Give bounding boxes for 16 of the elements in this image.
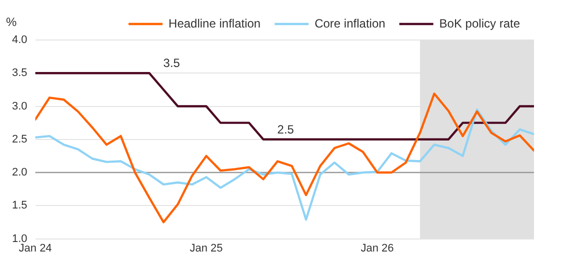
legend-label: BoK policy rate	[439, 16, 520, 30]
y-tick-label: 4.0	[12, 34, 28, 46]
legend-label: Core inflation	[314, 16, 386, 30]
y-axis-title: %	[6, 15, 17, 29]
annotation: 3.5	[163, 56, 180, 70]
x-tick-label: Jan 26	[360, 242, 394, 254]
x-tick-label: Jan 25	[190, 242, 223, 254]
x-tick-label: Jan 24	[18, 242, 52, 254]
y-tick-label: 3.5	[12, 67, 28, 80]
legend-label: Headline inflation	[168, 16, 261, 30]
y-tick-label: 1.0	[12, 232, 28, 245]
y-tick-label: 2.0	[12, 166, 28, 179]
annotation: 2.5	[277, 122, 294, 136]
y-tick-label: 2.5	[12, 133, 28, 146]
y-tick-label: 3.0	[12, 100, 28, 112]
y-tick-label: 1.5	[12, 200, 28, 212]
